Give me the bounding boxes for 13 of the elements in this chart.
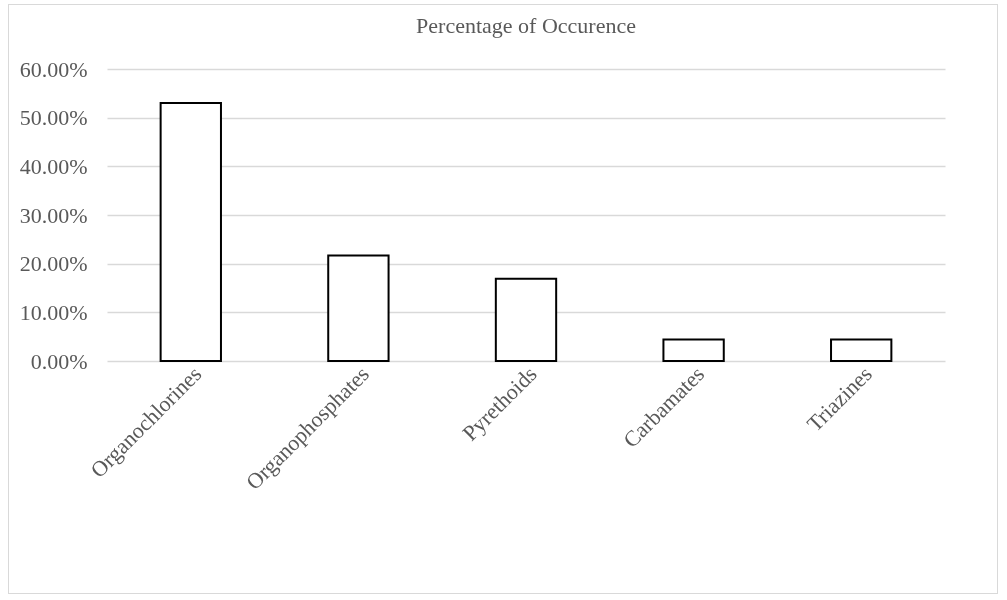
y-tick-label: 20.00% — [19, 251, 88, 277]
y-tick-label: 40.00% — [19, 153, 88, 179]
bar — [159, 102, 222, 362]
y-tick-label: 30.00% — [19, 202, 88, 228]
chart-title: Percentage of Occurence — [416, 13, 636, 38]
y-tick-label: 0.00% — [30, 348, 88, 374]
bar — [830, 338, 893, 362]
y-tick-label: 60.00% — [19, 56, 88, 82]
bar — [327, 254, 390, 362]
bar — [662, 338, 725, 362]
y-tick-label: 10.00% — [19, 299, 88, 325]
y-tick-label: 50.00% — [19, 105, 88, 131]
bar — [494, 277, 558, 362]
